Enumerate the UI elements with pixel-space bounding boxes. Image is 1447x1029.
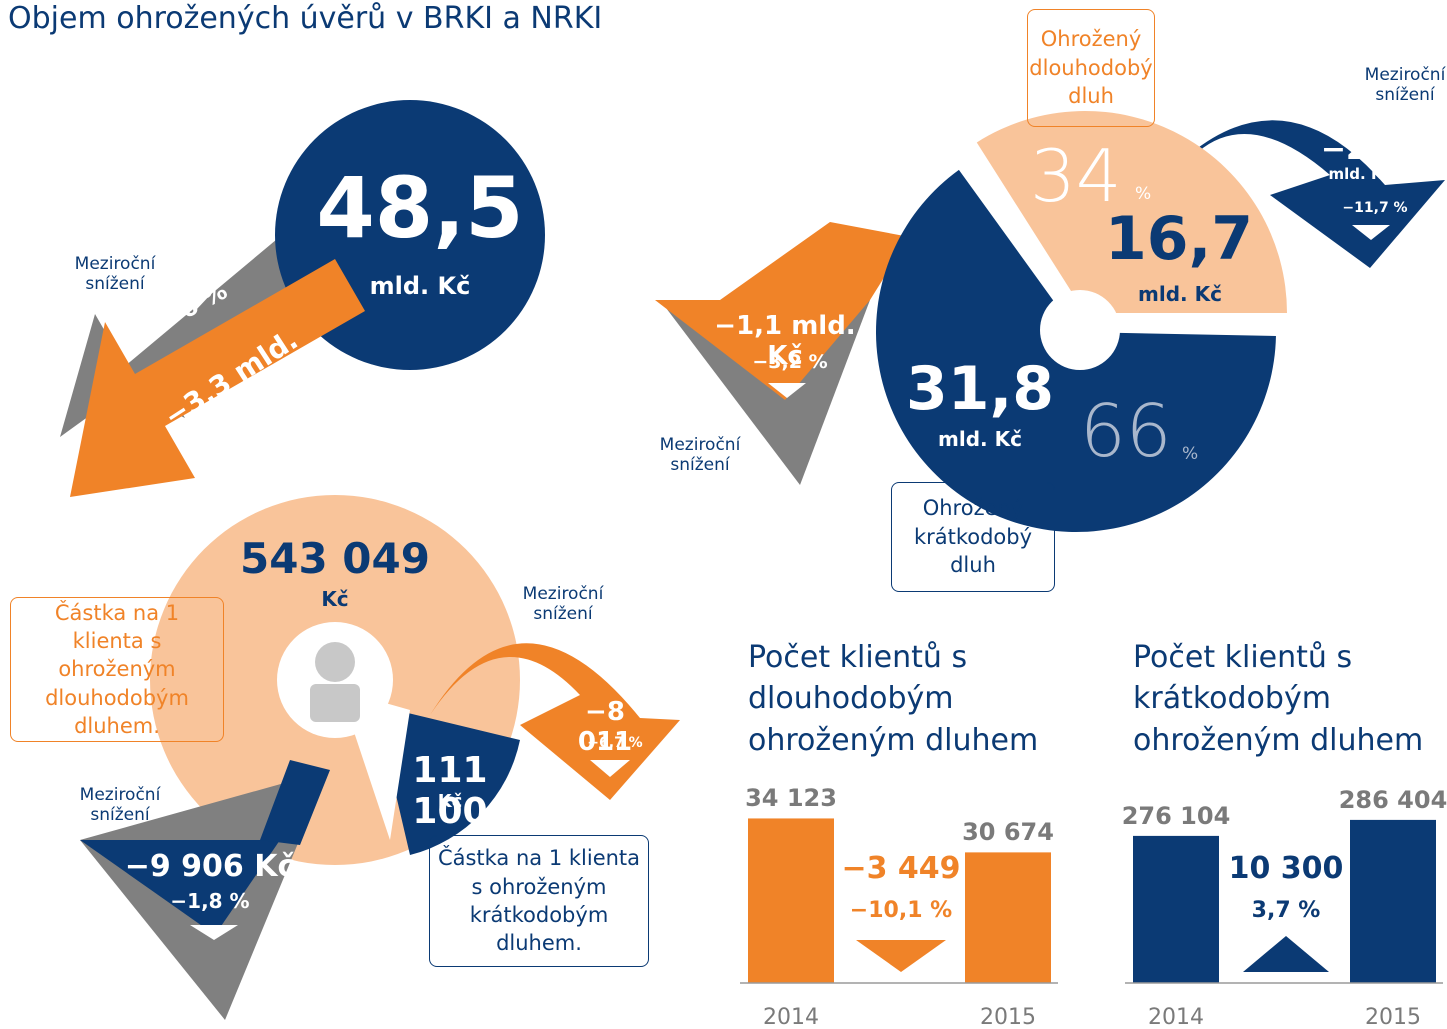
triangle (180, 293, 212, 310)
share: 34 (1030, 134, 1122, 218)
decline-label: Meziroční snížení (522, 584, 604, 624)
value-label: 34 123 (745, 784, 837, 813)
value-label: 276 104 (1121, 801, 1231, 830)
bar (1133, 835, 1219, 983)
value: 16,7 (1105, 204, 1254, 274)
value-label: 286 404 (1338, 785, 1447, 814)
share: 66 (1080, 389, 1172, 473)
unit: mld. Kč (938, 427, 1022, 451)
decline-abs: −9 906 Kč (124, 849, 296, 884)
arrow (655, 222, 955, 400)
x-tick-label: 2014 (1148, 1005, 1204, 1029)
triangle (1352, 225, 1390, 240)
person-icon (315, 642, 355, 682)
unit: mld. Kč (369, 272, 471, 300)
decline-unit: mld. Kč (1328, 165, 1392, 183)
person-icon (310, 684, 360, 722)
label-box: Ohrožený dlouhodobý dluh (1027, 9, 1155, 127)
x-tick-label: 2015 (980, 1005, 1036, 1029)
value: 543 049 (240, 534, 430, 583)
chart-title: Počet klientů s dlouhodobým ohroženým dl… (748, 640, 1039, 758)
x-tick-label: 2015 (1365, 1005, 1421, 1029)
unit: Kč (321, 587, 349, 611)
decline-abs: −2,2 (1320, 132, 1400, 167)
unit: Kč (437, 791, 463, 812)
value-label: 30 674 (962, 818, 1054, 847)
donut-hole (1040, 290, 1120, 370)
arrow (80, 840, 280, 935)
pie-slice (976, 110, 1287, 313)
title: Objem ohrožených úvěrů v BRKI a NRKI (8, 1, 603, 36)
triangle (190, 925, 238, 940)
x-tick-label: 2014 (763, 1005, 819, 1029)
unit: mld. Kč (1138, 282, 1222, 306)
decline-label: Meziroční snížení (1364, 65, 1446, 105)
bar (1350, 819, 1436, 983)
decline-abs: −8 011 (577, 697, 633, 757)
share-unit: % (1135, 184, 1152, 204)
label-box: Ohrožený krátkodobý dluh (891, 482, 1055, 592)
chart-title: Počet klientů s krátkodobým ohroženým dl… (1133, 640, 1424, 758)
wedge (375, 705, 520, 855)
decline-pct: −11,7 % (1342, 200, 1408, 216)
change: −3 449 (841, 851, 961, 886)
decline-pct: −1,8 % (170, 889, 250, 913)
label-box: Částka na 1 klienta s ohroženým dlouhodo… (10, 597, 224, 742)
change: 10 300 (1228, 851, 1344, 886)
value: 31,8 (905, 354, 1055, 424)
value: 48,5 (316, 159, 524, 257)
share-unit: % (1182, 444, 1199, 464)
change-pct: −10,1 % (849, 898, 953, 923)
decline-label: Meziroční snížení (74, 254, 156, 294)
value: 111 100 (412, 750, 488, 833)
decline-label: Meziroční snížení (79, 785, 161, 825)
triangle (768, 383, 806, 398)
decline-pct: −6,7 % (587, 735, 643, 751)
decline-pct: −3,2 % (752, 351, 828, 373)
change-arrow (1243, 936, 1329, 972)
decline-abs: −1,1 mld. Kč (714, 311, 856, 371)
change-arrow (856, 940, 946, 972)
arrow (70, 259, 365, 497)
bar (748, 818, 834, 983)
arrow (260, 760, 330, 845)
decline-label: Meziroční snížení (659, 435, 741, 475)
triangle (590, 760, 630, 777)
bar (965, 852, 1051, 983)
label-box: Částka na 1 klienta s ohroženým krátkodo… (429, 835, 649, 967)
change-pct: 3,7 % (1251, 898, 1321, 923)
